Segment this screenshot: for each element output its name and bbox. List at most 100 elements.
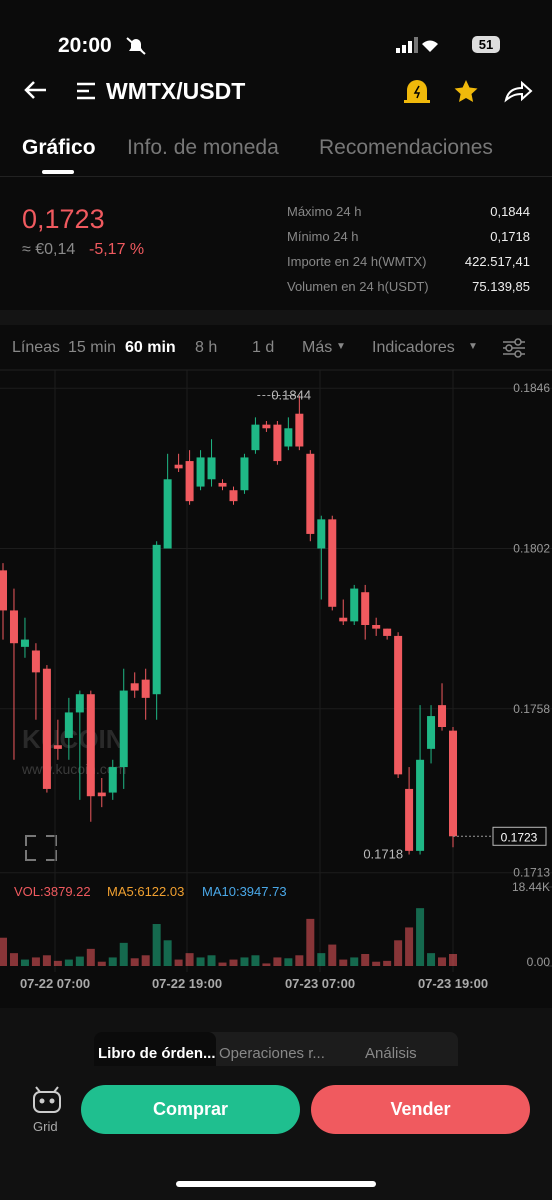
volume-bar [0, 937, 7, 966]
chart-bg [0, 370, 552, 1000]
timeframe[interactable]: 15 min [68, 339, 117, 356]
price-change: -5,17 % [89, 241, 145, 258]
tab[interactable]: Gráfico [22, 136, 96, 159]
volume-bar [306, 918, 315, 966]
sell-button[interactable]: Vender [311, 1085, 530, 1134]
volume-bar [240, 957, 249, 966]
candle-body [240, 457, 249, 491]
candle-body [141, 679, 150, 698]
x-tick-label: 07-23 07:00 [285, 976, 355, 991]
volume-bar [185, 953, 194, 966]
volume-bar [196, 957, 205, 966]
volume-bar [130, 958, 139, 966]
stat-label: Importe en 24 h(WMTX) [287, 254, 427, 269]
menu-icon[interactable] [76, 82, 96, 100]
timeframe[interactable]: Líneas [12, 339, 61, 356]
candle-body [361, 592, 370, 625]
volume-bar [108, 957, 117, 966]
y-tick-label: 0.1713 [513, 866, 550, 880]
volume-bar [75, 956, 84, 966]
tab[interactable]: Recomendaciones [319, 136, 493, 159]
candle-body [53, 745, 62, 749]
volume-bar [86, 948, 95, 966]
volume-bar [317, 953, 326, 966]
grid-icon[interactable] [30, 1086, 64, 1116]
candle-body [251, 424, 260, 451]
grid-label[interactable]: Grid [33, 1119, 58, 1134]
candle-body [339, 617, 348, 622]
candle-body [317, 519, 326, 549]
volume-bar [53, 960, 62, 966]
y-tick-label: 0.1802 [513, 542, 550, 556]
volume-bar [383, 960, 392, 966]
x-tick-label: 07-23 19:00 [418, 976, 488, 991]
stat-label: Máximo 24 h [287, 204, 362, 219]
candle-body [284, 428, 293, 447]
candle-body [75, 694, 84, 713]
tab[interactable]: Info. de moneda [127, 136, 279, 159]
volume-bar [394, 940, 403, 966]
volume-bar [218, 962, 227, 966]
candle-body [185, 461, 194, 502]
divider [0, 176, 552, 177]
candle-body [273, 424, 282, 462]
timeframe[interactable]: Indicadores [372, 339, 455, 356]
candle-body [119, 690, 128, 768]
candle-body [218, 482, 227, 487]
volume-bar [251, 955, 260, 966]
timeframe[interactable]: 60 min [125, 339, 176, 356]
tab-indicator [42, 170, 74, 174]
candle-body [174, 464, 183, 469]
volume-bar [361, 954, 370, 966]
volume-bar [9, 953, 18, 966]
signal-wifi [396, 37, 438, 53]
back-button[interactable] [22, 78, 50, 102]
volume-bar [20, 959, 29, 966]
volume-bar [97, 961, 106, 966]
x-tick-label: 07-22 19:00 [152, 976, 222, 991]
volume-bar [328, 944, 337, 966]
candle-body [306, 453, 315, 534]
last-price-label: 0.1723 [501, 830, 538, 844]
timeframe[interactable]: 1 d [252, 339, 275, 356]
candle-body [394, 635, 403, 775]
candle-body [295, 413, 304, 447]
pair-title[interactable]: WMTX/USDT [106, 78, 246, 104]
bottom-tab[interactable]: Análisis [365, 1045, 417, 1062]
volume-bar [284, 958, 293, 966]
candle-body [207, 457, 216, 480]
buy-button[interactable]: Comprar [81, 1085, 300, 1134]
candle-body [229, 490, 238, 502]
volume-bar [350, 957, 359, 966]
candle-body [196, 457, 205, 487]
volume-bar [449, 954, 457, 966]
volume-bar [262, 963, 271, 966]
bottom-tab[interactable]: Libro de órden... [98, 1045, 216, 1062]
volume-bar [31, 957, 40, 966]
y-tick-label: 0.1758 [513, 702, 550, 716]
candle-body [97, 792, 106, 797]
timeframe[interactable]: 8 h [195, 339, 218, 356]
clock: 20:00 [58, 34, 112, 57]
candle-body [163, 479, 172, 549]
volume-bar [174, 959, 183, 966]
watermark-logo: KUCOIN [22, 724, 125, 754]
timeframe[interactable]: Más [302, 339, 333, 356]
volume-tick-label: 0.00 [527, 955, 551, 969]
fullscreen-icon[interactable] [25, 835, 57, 861]
candle-body [42, 668, 51, 789]
candle-body [108, 767, 117, 793]
candle-body [372, 625, 381, 629]
low-label: 0.1718 [363, 847, 403, 862]
volume-bar [295, 955, 304, 966]
candle-body [20, 639, 29, 647]
candle-body [152, 544, 161, 695]
bottom-tab[interactable]: Operaciones r... [219, 1045, 325, 1062]
header-actions[interactable] [404, 78, 534, 106]
settings-icon[interactable] [501, 337, 527, 359]
volume-legend: VOL:3879.22 [14, 884, 91, 899]
candlestick-chart: KUCOIN www.kucoin.com 07-22 07:00 07-22 1… [0, 369, 552, 1000]
stat-value: 0,1844 [490, 204, 530, 219]
candle-body [449, 730, 457, 837]
y-tick-label: 0.1846 [513, 381, 550, 395]
